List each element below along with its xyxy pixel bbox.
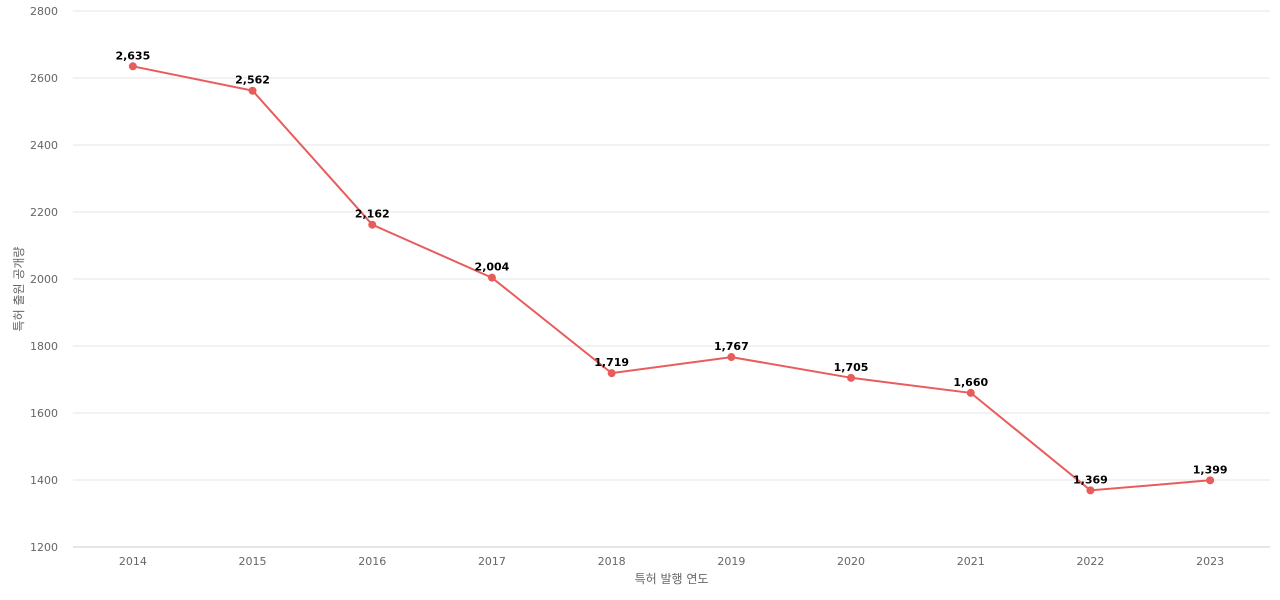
data-label: 2,635 — [115, 49, 150, 62]
data-point — [128, 62, 137, 71]
y-tick-label: 2800 — [30, 5, 58, 18]
x-tick-label: 2017 — [478, 555, 506, 568]
x-tick-label: 2021 — [957, 555, 985, 568]
data-point — [727, 353, 736, 362]
data-point — [847, 373, 856, 382]
y-tick-label: 1800 — [30, 340, 58, 353]
x-tick-label: 2015 — [239, 555, 267, 568]
data-point — [1206, 476, 1215, 485]
data-label: 2,004 — [475, 261, 510, 274]
y-tick-label: 1200 — [30, 541, 58, 554]
y-axis-ticks: 1200 1400 1600 1800 2000 2200 2400 2600 2800 — [30, 5, 58, 554]
data-point — [368, 220, 377, 229]
y-tick-label: 2200 — [30, 206, 58, 219]
y-axis-title: 특허 출원 공개량 — [12, 247, 26, 332]
data-point — [607, 369, 616, 378]
data-labels: 2,635 2,562 2,162 2,004 1,719 1,767 1,705 1,660… — [115, 49, 1227, 486]
data-point — [966, 388, 975, 397]
x-axis-ticks: 2014 2015 2016 2017 2018 2019 2020 2021 2022 2023 — [119, 555, 1224, 568]
data-label: 1,767 — [714, 340, 749, 353]
series-layer — [128, 62, 1215, 495]
data-point — [248, 86, 257, 95]
data-label: 1,705 — [834, 361, 869, 374]
gridlines — [73, 10, 1270, 548]
x-tick-label: 2016 — [358, 555, 386, 568]
y-tick-label: 2000 — [30, 273, 58, 286]
x-axis-title: 특허 발행 연도 — [635, 571, 709, 586]
x-tick-label: 2018 — [598, 555, 626, 568]
data-label: 1,369 — [1073, 473, 1108, 486]
series-line — [132, 65, 1211, 492]
x-tick-label: 2020 — [837, 555, 865, 568]
y-tick-label: 2400 — [30, 139, 58, 152]
x-tick-label: 2019 — [717, 555, 745, 568]
y-tick-label: 2600 — [30, 72, 58, 85]
x-tick-label: 2014 — [119, 555, 147, 568]
data-label: 2,162 — [355, 208, 390, 221]
x-tick-label: 2023 — [1196, 555, 1224, 568]
data-point — [1086, 486, 1095, 495]
y-tick-label: 1600 — [30, 407, 58, 420]
data-label: 1,399 — [1193, 463, 1228, 476]
data-label: 1,719 — [594, 356, 629, 369]
data-point — [487, 273, 496, 282]
data-label: 1,660 — [953, 376, 988, 389]
data-label: 2,562 — [235, 74, 270, 87]
y-tick-label: 1400 — [30, 474, 58, 487]
x-tick-label: 2022 — [1076, 555, 1104, 568]
